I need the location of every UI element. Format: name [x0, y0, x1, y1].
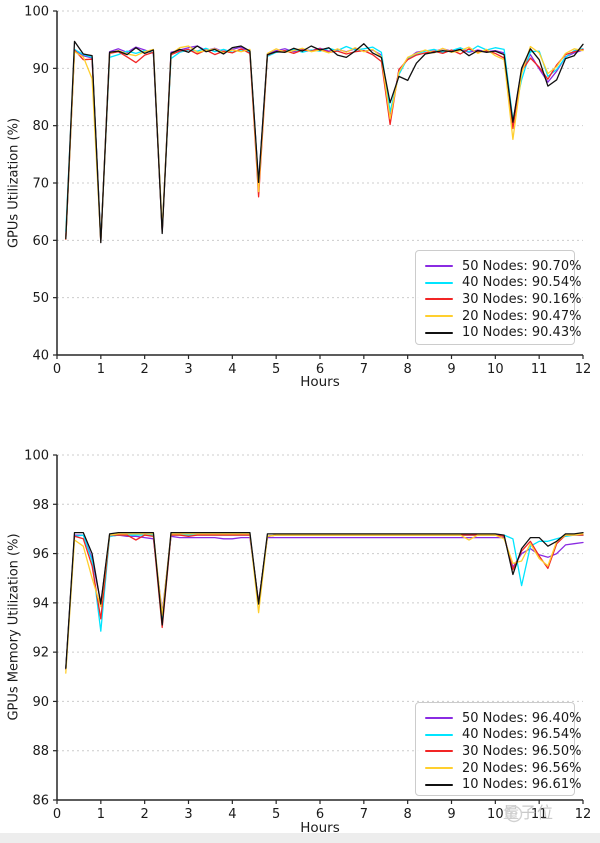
legend-item: 10 Nodes: 90.43% — [425, 324, 581, 341]
x-tick-label: 11 — [531, 362, 548, 377]
y-tick-label: 90 — [32, 695, 49, 710]
legend-label: 30 Nodes: 90.16% — [462, 291, 582, 307]
x-tick-label: 8 — [404, 807, 412, 822]
legend-item: 10 Nodes: 96.61% — [425, 776, 581, 793]
x-tick-label: 0 — [53, 807, 61, 822]
legend-line-swatch — [425, 717, 453, 720]
x-tick-label: 6 — [316, 807, 324, 822]
legend-line-swatch — [425, 750, 453, 753]
y-axis-label: GPUs Utilization (%) — [6, 117, 22, 249]
legend-line-swatch — [425, 733, 453, 736]
y-tick-label: 60 — [32, 234, 49, 249]
x-tick-label: 12 — [575, 807, 592, 822]
y-axis-label: GPUs Memory Utilization (%) — [6, 533, 22, 721]
x-tick-label: 7 — [360, 807, 368, 822]
x-tick-label: 4 — [228, 362, 236, 377]
x-tick-label: 1 — [97, 362, 105, 377]
legend-line-swatch — [425, 281, 453, 284]
x-tick-label: 1 — [97, 807, 105, 822]
y-tick-label: 90 — [32, 62, 49, 77]
x-tick-label: 7 — [360, 362, 368, 377]
legend-label: 50 Nodes: 96.40% — [462, 710, 582, 726]
x-tick-label: 5 — [272, 807, 280, 822]
gpu-memory-utilization-chart: 86 88 90 92 94 96 98 100 0 1 2 3 4 5 6 7 8 9 10 11 12 GPUs M… — [0, 440, 600, 843]
legend-item: 50 Nodes: 90.70% — [425, 258, 581, 275]
legend-item: 50 Nodes: 96.40% — [425, 710, 581, 727]
legend-item: 20 Nodes: 96.56% — [425, 760, 581, 777]
legend: 50 Nodes: 96.40% 40 Nodes: 96.54% 30 Nod… — [415, 702, 581, 796]
series-line-10-nodes — [65, 531, 584, 669]
legend-line-swatch — [425, 767, 453, 770]
legend-label: 30 Nodes: 96.50% — [462, 743, 582, 759]
x-tick-label: 11 — [531, 807, 548, 822]
legend-label: 50 Nodes: 90.70% — [462, 258, 582, 274]
legend-label: 20 Nodes: 96.56% — [462, 760, 582, 776]
y-tick-label: 70 — [32, 177, 49, 192]
x-tick-label: 2 — [141, 807, 149, 822]
legend-line-swatch — [425, 783, 453, 786]
y-tick-label: 100 — [24, 449, 49, 464]
legend-label: 10 Nodes: 96.61% — [462, 777, 582, 793]
x-tick-label: 12 — [575, 362, 592, 377]
x-tick-label: 9 — [447, 362, 455, 377]
y-tick-label: 92 — [32, 646, 49, 661]
legend-item: 40 Nodes: 96.54% — [425, 727, 581, 744]
y-tick-label: 98 — [32, 498, 49, 513]
gpu-utilization-chart: 40 50 60 70 80 90 100 0 1 2 3 4 5 6 7 8 9 10 11 12 GPUs Uti… — [0, 0, 600, 400]
x-tick-label: 3 — [184, 362, 192, 377]
legend-item: 40 Nodes: 90.54% — [425, 275, 581, 292]
x-tick-label: 4 — [228, 807, 236, 822]
legend-item: 30 Nodes: 96.50% — [425, 743, 581, 760]
series-line-40-nodes — [65, 534, 584, 671]
series-line-10-nodes — [65, 40, 584, 244]
x-tick-label: 3 — [184, 807, 192, 822]
y-tick-label: 86 — [32, 794, 49, 809]
x-tick-label: 8 — [404, 362, 412, 377]
x-tick-label: 0 — [53, 362, 61, 377]
qbitai-watermark: 量子位 — [503, 803, 554, 823]
y-tick-label: 96 — [32, 547, 49, 562]
legend-line-swatch — [425, 315, 453, 318]
y-tick-label: 50 — [32, 291, 49, 306]
x-tick-label: 2 — [141, 362, 149, 377]
legend-label: 40 Nodes: 90.54% — [462, 275, 582, 291]
x-tick-label: 10 — [487, 362, 504, 377]
y-tick-label: 80 — [32, 119, 49, 134]
y-tick-label: 88 — [32, 744, 49, 759]
legend-line-swatch — [425, 298, 453, 301]
legend-item: 30 Nodes: 90.16% — [425, 291, 581, 308]
series-line-30-nodes — [65, 48, 584, 243]
legend-item: 20 Nodes: 90.47% — [425, 308, 581, 325]
series-line-30-nodes — [65, 534, 584, 671]
x-axis-label: Hours — [300, 374, 340, 390]
y-tick-label: 40 — [32, 349, 49, 364]
x-tick-label: 5 — [272, 362, 280, 377]
qbitai-mascot-icon — [504, 805, 523, 823]
series-line-20-nodes — [65, 533, 584, 674]
series-line-20-nodes — [65, 45, 584, 243]
y-tick-label: 100 — [24, 5, 49, 20]
x-tick-label: 6 — [316, 362, 324, 377]
y-tick-label: 94 — [32, 596, 49, 611]
legend-line-swatch — [425, 331, 453, 334]
legend-label: 10 Nodes: 90.43% — [462, 325, 582, 341]
bottom-edge-strip — [0, 833, 600, 843]
legend-label: 40 Nodes: 96.54% — [462, 727, 582, 743]
x-tick-label: 10 — [487, 807, 504, 822]
x-tick-label: 9 — [447, 807, 455, 822]
series-line-50-nodes — [65, 534, 584, 671]
legend: 50 Nodes: 90.70% 40 Nodes: 90.54% 30 Nod… — [415, 250, 581, 345]
legend-line-swatch — [425, 265, 453, 268]
legend-label: 20 Nodes: 90.47% — [462, 308, 582, 324]
x-axis-label: Hours — [300, 820, 340, 836]
